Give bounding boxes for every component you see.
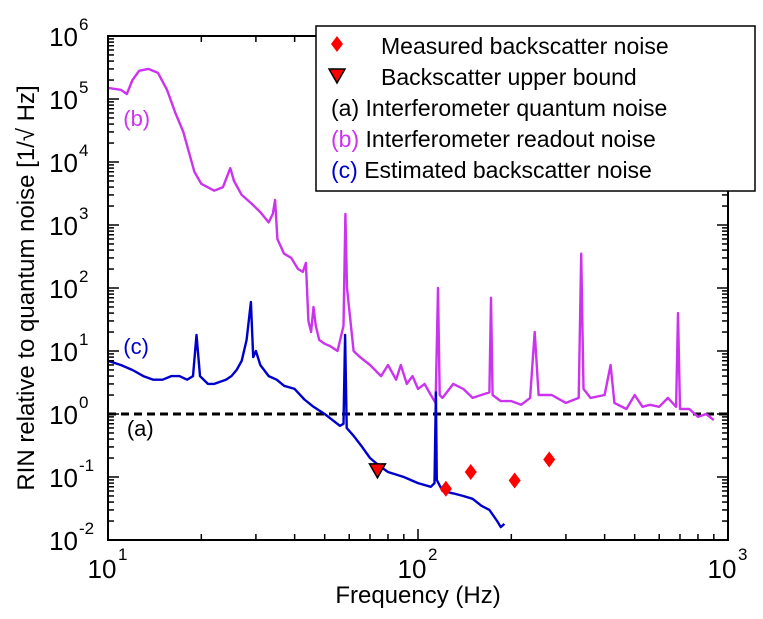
x-tick-label: 10 xyxy=(708,554,737,584)
legend-entry-text: (c) Estimated backscatter noise xyxy=(331,157,652,183)
annotation-label: (b) xyxy=(123,106,150,131)
y-tick-label: 10 xyxy=(49,211,78,241)
y-axis-label: RIN relative to quantum noise [1/√ Hz] xyxy=(13,85,40,490)
annotation-label: (a) xyxy=(127,416,154,441)
annotation-layer: (a) (b) (c) xyxy=(123,106,153,441)
legend-entry-text: Measured backscatter noise xyxy=(381,33,669,59)
point-measured-0 xyxy=(440,481,452,497)
legend: Measured backscatter noise Backscatter up… xyxy=(316,26,755,191)
y-tick-exponent: 4 xyxy=(79,141,88,160)
legend-entry-label: Interferometer readout noise xyxy=(359,126,656,152)
legend-entry-prefix: (a) xyxy=(331,95,359,121)
y-tick-label: 10 xyxy=(49,85,78,115)
legend-entry-prefix: (b) xyxy=(331,126,359,152)
x-tick-exponent: 1 xyxy=(118,545,127,564)
y-tick-label: 10 xyxy=(49,400,78,430)
legend-entry-label: Interferometer quantum noise xyxy=(359,95,667,121)
y-tick-label: 10 xyxy=(49,148,78,178)
legend-entry-prefix: (c) xyxy=(331,157,358,183)
y-tick-label: 10 xyxy=(49,274,78,304)
y-tick-exponent: 3 xyxy=(79,204,88,223)
x-axis-label: Frequency (Hz) xyxy=(335,582,500,609)
point-upper-0 xyxy=(369,464,385,478)
point-measured-2 xyxy=(509,472,521,488)
y-tick-exponent: 5 xyxy=(79,78,88,97)
legend-entry-text: (b) Interferometer readout noise xyxy=(331,126,656,152)
y-tick-label: 10 xyxy=(49,337,78,367)
y-tick-label: 10 xyxy=(49,22,78,52)
y-tick-exponent: 6 xyxy=(79,15,88,34)
legend-entry-label: Estimated backscatter noise xyxy=(358,157,652,183)
y-tick-exponent: 1 xyxy=(79,330,88,349)
x-tick-exponent: 3 xyxy=(738,545,747,564)
y-tick-exponent: -1 xyxy=(79,456,94,475)
x-tick-label: 10 xyxy=(88,554,117,584)
legend-entry-text: (a) Interferometer quantum noise xyxy=(331,95,667,121)
legend-entry-text: Backscatter upper bound xyxy=(381,64,637,90)
y-tick-label: 10 xyxy=(49,463,78,493)
point-measured-1 xyxy=(465,464,477,480)
y-tick-exponent: 0 xyxy=(79,393,88,412)
x-tick-label: 10 xyxy=(398,554,427,584)
y-tick-exponent: 2 xyxy=(79,267,88,286)
x-tick-exponent: 2 xyxy=(428,545,437,564)
point-measured-3 xyxy=(543,451,555,467)
annotation-label: (c) xyxy=(123,334,149,359)
y-tick-label: 10 xyxy=(49,526,78,556)
y-tick-exponent: -2 xyxy=(79,519,94,538)
